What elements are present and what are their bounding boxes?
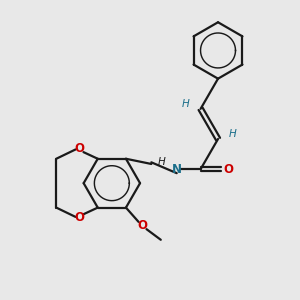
Text: H: H — [158, 157, 166, 167]
Text: O: O — [74, 211, 85, 224]
Text: O: O — [137, 219, 148, 232]
Text: O: O — [74, 142, 85, 155]
Text: N: N — [172, 163, 182, 176]
Text: H: H — [182, 99, 190, 109]
Text: H: H — [229, 129, 237, 139]
Text: O: O — [224, 163, 233, 176]
